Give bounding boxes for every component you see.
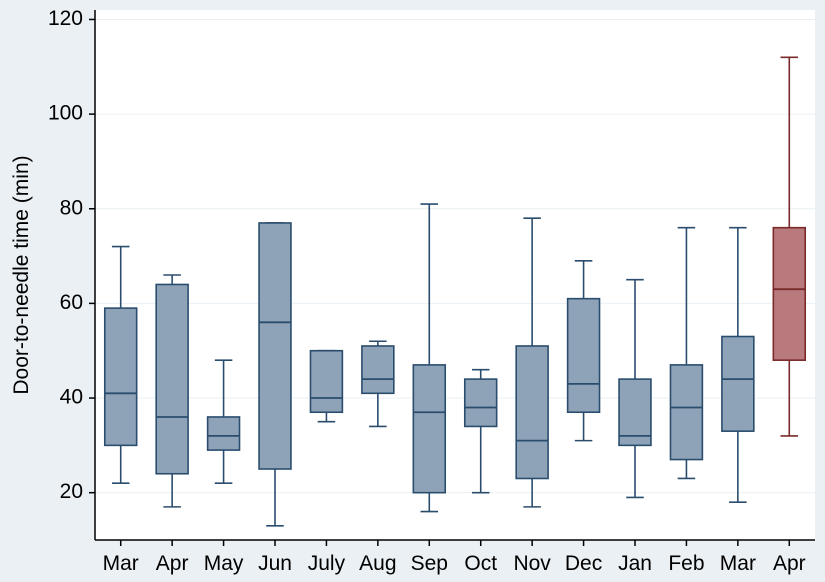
x-tick-label: Aug (359, 552, 396, 575)
box (362, 346, 394, 393)
box-group (310, 351, 342, 422)
y-tick-label: 40 (60, 386, 83, 409)
box (722, 337, 754, 432)
y-tick-label: 20 (60, 480, 83, 503)
x-tick-label: Dec (565, 552, 602, 575)
boxplot-chart: 20 40 60 80 100 120 Door-to-needle time (min) M… (0, 0, 825, 582)
x-tick-label: Mar (103, 552, 139, 575)
x-tick-label: Jun (258, 552, 292, 575)
plot-area (95, 10, 815, 540)
box (156, 284, 188, 473)
x-tick-label: July (308, 552, 346, 575)
y-tick-label: 80 (60, 196, 83, 219)
box (465, 379, 497, 426)
box (208, 417, 240, 450)
x-tick-label: May (204, 552, 244, 575)
x-tick-label: Apr (156, 552, 189, 575)
box (259, 223, 291, 469)
box (105, 308, 137, 445)
x-tick-label: Mar (720, 552, 756, 575)
x-tick-label: Oct (464, 552, 497, 575)
y-tick-label: 120 (48, 7, 83, 30)
x-tick-label: Apr (773, 552, 806, 575)
box (310, 351, 342, 413)
box (568, 299, 600, 413)
box (670, 365, 702, 460)
x-tick-label: Jan (618, 552, 652, 575)
box (516, 346, 548, 479)
y-tick-label: 100 (48, 102, 83, 125)
x-tick-label: Feb (668, 552, 704, 575)
x-tick-label: Nov (513, 552, 551, 575)
x-tick-label: Sep (411, 552, 448, 575)
box-group (156, 275, 188, 507)
box (413, 365, 445, 493)
y-tick-label: 60 (60, 291, 83, 314)
y-axis-label: Door-to-needle time (min) (10, 155, 33, 394)
box (773, 228, 805, 361)
